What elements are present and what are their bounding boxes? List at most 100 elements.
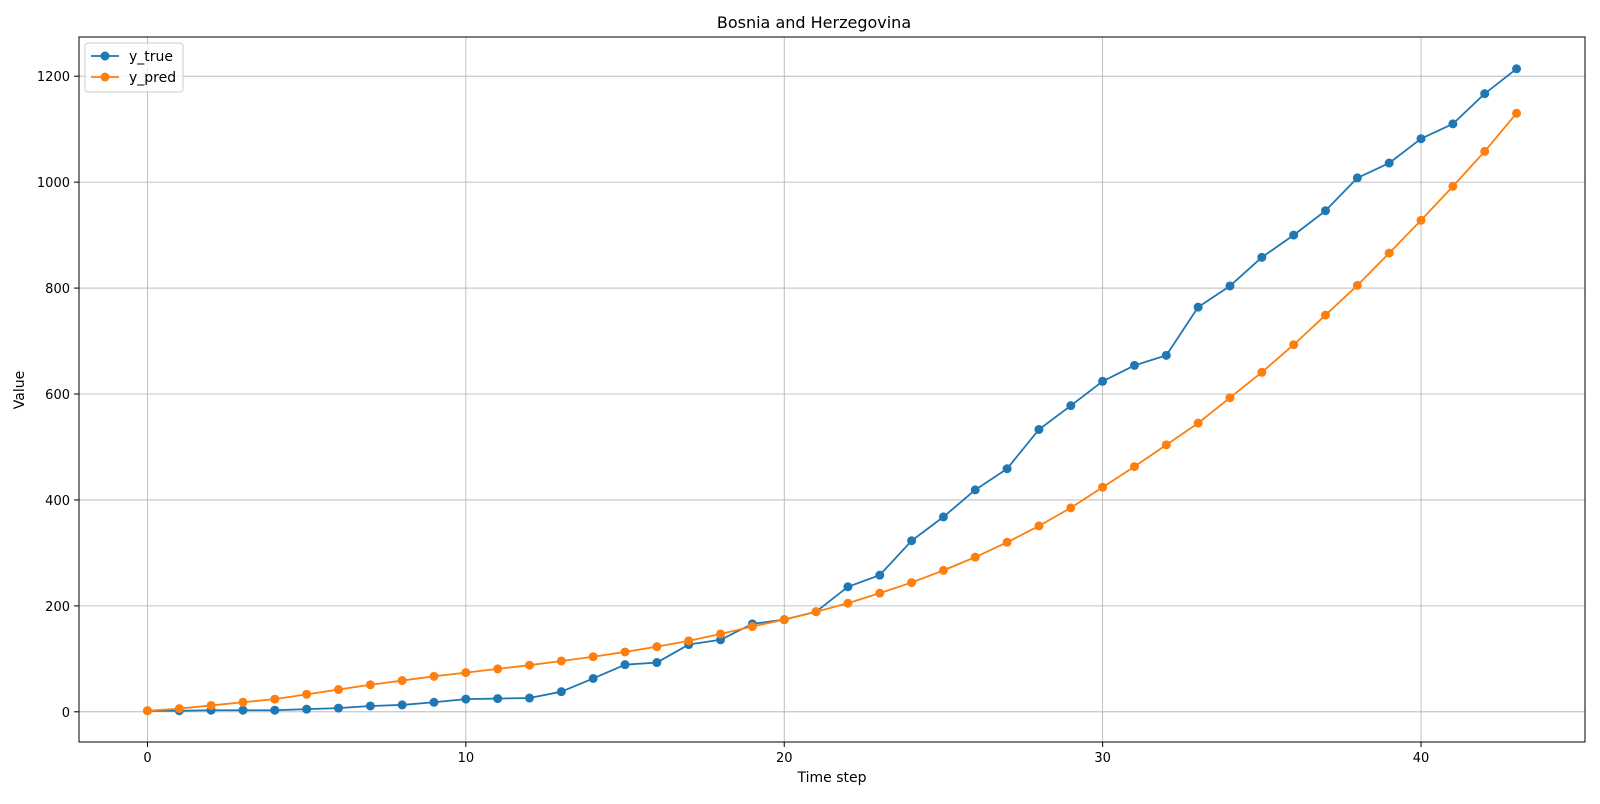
data-point-y-pred — [716, 629, 726, 639]
data-point-y-pred — [907, 578, 917, 588]
data-point-y-true — [1480, 89, 1490, 99]
data-point-y-pred — [970, 552, 980, 562]
data-point-y-true — [238, 705, 248, 715]
data-point-y-true — [652, 658, 662, 668]
data-point-y-pred — [652, 642, 662, 652]
data-point-y-pred — [588, 652, 598, 662]
data-point-y-true — [843, 582, 853, 592]
y-tick-label: 0 — [62, 706, 70, 721]
plot-area-frame — [78, 36, 1586, 743]
data-point-y-pred — [1002, 537, 1012, 547]
data-point-y-pred — [1384, 248, 1394, 258]
x-tick-label: 0 — [143, 751, 151, 766]
data-point-y-pred — [556, 656, 566, 666]
data-point-y-pred — [779, 615, 789, 625]
y-tick-label: 600 — [45, 388, 70, 403]
data-point-y-true — [1512, 64, 1522, 74]
y-tick-label: 800 — [45, 282, 70, 297]
data-point-y-true — [1225, 281, 1235, 291]
data-point-y-pred — [525, 660, 535, 670]
data-point-y-pred — [1448, 181, 1458, 191]
data-point-y-true — [397, 700, 407, 710]
y-axis-ticks: 0 200 400 600 800 1000 1200 — [37, 70, 79, 721]
data-point-y-pred — [142, 706, 152, 716]
x-axis-ticks: 0 10 20 30 40 — [143, 742, 1429, 766]
series-line-y-pred — [147, 112, 1518, 712]
data-point-y-pred — [875, 588, 885, 598]
data-point-y-pred — [1352, 280, 1362, 290]
data-point-y-pred — [365, 680, 375, 690]
data-point-y-pred — [493, 664, 503, 674]
data-point-y-pred — [1225, 393, 1235, 403]
data-point-y-pred — [1193, 418, 1203, 428]
y-tick-label: 1000 — [37, 176, 70, 191]
data-point-y-true — [875, 570, 885, 580]
data-point-y-true — [1321, 206, 1331, 216]
data-point-y-pred — [1512, 108, 1522, 118]
legend-entry-y-true: y_true — [91, 49, 173, 65]
data-point-y-pred — [938, 565, 948, 575]
data-point-y-pred — [1161, 440, 1171, 450]
x-tick-label: 20 — [776, 751, 793, 766]
data-point-y-pred — [302, 689, 312, 699]
series-line-y-true — [147, 68, 1518, 712]
series-layer — [142, 64, 1522, 716]
data-point-y-pred — [397, 676, 407, 686]
data-point-y-pred — [461, 668, 471, 678]
legend-label-y-pred: y_pred — [129, 70, 176, 86]
y-tick-label: 1200 — [37, 70, 70, 85]
data-point-y-true — [620, 660, 630, 670]
data-point-y-pred — [333, 685, 343, 695]
data-point-y-pred — [747, 622, 757, 632]
data-point-y-true — [1448, 119, 1458, 129]
data-point-y-true — [1066, 401, 1076, 411]
legend-entry-y-pred: y_pred — [91, 70, 176, 86]
legend-marker-y-pred — [100, 72, 110, 82]
x-tick-label: 40 — [1413, 751, 1430, 766]
data-point-y-true — [1289, 230, 1299, 240]
data-point-y-true — [429, 697, 439, 707]
data-point-y-true — [1416, 134, 1426, 144]
data-point-y-pred — [1321, 310, 1331, 320]
data-point-y-true — [556, 687, 566, 697]
data-point-y-true — [907, 536, 917, 546]
data-point-y-pred — [684, 636, 694, 646]
series-y-true — [142, 64, 1522, 716]
x-tick-label: 30 — [1094, 751, 1111, 766]
data-point-y-true — [525, 693, 535, 703]
data-point-y-true — [1352, 173, 1362, 183]
data-point-y-true — [365, 701, 375, 711]
data-point-y-pred — [429, 671, 439, 681]
data-point-y-true — [1384, 158, 1394, 168]
data-point-y-pred — [811, 607, 821, 617]
data-point-y-pred — [174, 704, 184, 714]
data-point-y-pred — [1480, 146, 1490, 156]
legend-marker-y-true — [100, 51, 110, 61]
data-point-y-true — [461, 694, 471, 704]
data-point-y-true — [270, 705, 280, 715]
data-point-y-pred — [1098, 482, 1108, 492]
data-point-y-pred — [270, 694, 280, 704]
data-point-y-true — [493, 694, 503, 704]
data-point-y-true — [1002, 464, 1012, 474]
data-point-y-pred — [206, 700, 216, 710]
data-point-y-true — [938, 512, 948, 522]
y-tick-label: 400 — [45, 494, 70, 509]
data-point-y-pred — [1034, 521, 1044, 531]
legend-label-y-true: y_true — [129, 49, 173, 65]
data-point-y-true — [1129, 360, 1139, 370]
data-point-y-true — [302, 704, 312, 714]
data-point-y-true — [588, 673, 598, 683]
data-point-y-pred — [238, 697, 248, 707]
data-point-y-true — [1034, 424, 1044, 434]
data-point-y-true — [1098, 376, 1108, 386]
data-point-y-true — [1257, 252, 1267, 262]
data-point-y-pred — [843, 598, 853, 608]
legend: y_true y_pred — [84, 42, 184, 93]
chart-title: Bosnia and Herzegovina — [717, 13, 911, 32]
x-axis-label: Time step — [797, 770, 867, 786]
data-point-y-pred — [1257, 367, 1267, 377]
y-tick-label: 200 — [45, 600, 70, 615]
